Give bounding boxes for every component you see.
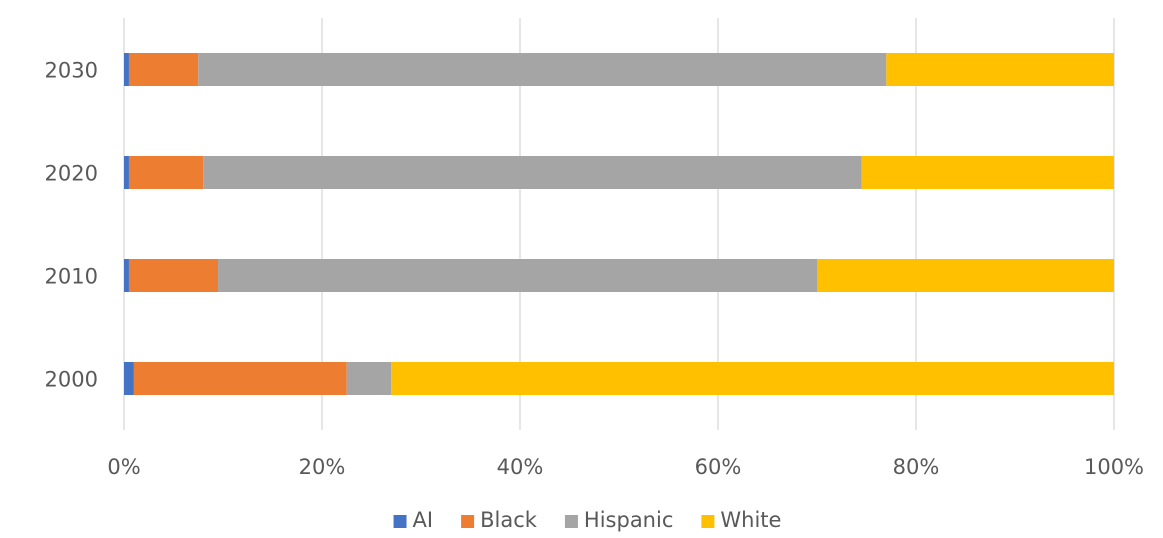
- bar-2020-white: [861, 156, 1114, 189]
- bar-2000-white: [391, 362, 1114, 395]
- legend-label-ai: AI: [413, 508, 434, 532]
- bar-2000-black: [133, 362, 347, 395]
- legend-swatch-white: [701, 515, 715, 528]
- x-tick-label: 0%: [107, 455, 140, 479]
- y-tick-label-2000: 2000: [45, 368, 98, 392]
- bar-2020-black: [128, 156, 204, 189]
- x-tick-label: 60%: [695, 455, 742, 479]
- bar-2030-black: [128, 53, 199, 86]
- bar-2000-hispanic: [346, 362, 392, 395]
- legend-swatch-ai: [393, 515, 407, 528]
- bar-2000-ai: [124, 362, 134, 395]
- x-tick-label: 40%: [497, 455, 544, 479]
- y-tick-label-2010: 2010: [45, 265, 98, 289]
- bar-2020-ai: [124, 156, 129, 189]
- bar-2020-hispanic: [203, 156, 862, 189]
- y-tick-label-2030: 2030: [45, 59, 98, 83]
- legend-label-hispanic: Hispanic: [584, 508, 673, 532]
- bars: [124, 53, 1114, 395]
- legend: AI Black Hispanic White: [393, 508, 781, 532]
- x-tick-label: 80%: [893, 455, 940, 479]
- gridlines: [123, 18, 1115, 430]
- bar-2030-ai: [124, 53, 129, 86]
- x-tick-label: 100%: [1084, 455, 1144, 479]
- bar-2030-white: [886, 53, 1114, 86]
- bar-2030-hispanic: [198, 53, 887, 86]
- x-axis: 0% 20% 40% 60% 80% 100%: [107, 455, 1144, 479]
- bar-2010-white: [817, 259, 1114, 292]
- legend-swatch-black: [461, 515, 475, 528]
- legend-label-white: White: [720, 508, 781, 532]
- x-tick-label: 20%: [299, 455, 346, 479]
- y-axis: 2000 2010 2020 2030: [45, 59, 98, 392]
- legend-label-black: Black: [480, 508, 538, 532]
- bar-2010-ai: [124, 259, 129, 292]
- y-tick-label-2020: 2020: [45, 162, 98, 186]
- bar-2010-black: [128, 259, 219, 292]
- bar-2010-hispanic: [218, 259, 818, 292]
- legend-swatch-hispanic: [564, 515, 578, 528]
